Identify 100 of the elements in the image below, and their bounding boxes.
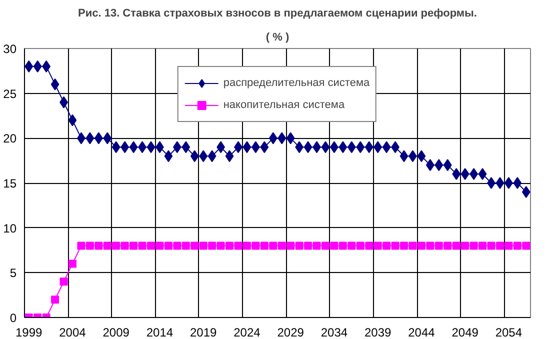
point: [260, 141, 269, 154]
point: [338, 141, 348, 154]
point: [365, 242, 374, 250]
point: [138, 242, 146, 250]
point: [103, 242, 112, 250]
point: [182, 242, 190, 250]
point: [338, 242, 347, 250]
point: [304, 242, 312, 250]
point: [68, 260, 76, 268]
point: [452, 242, 460, 250]
point: [190, 150, 199, 162]
point: [242, 141, 252, 154]
point: [312, 242, 321, 250]
point: [260, 242, 268, 250]
point: [286, 132, 295, 144]
point: [286, 242, 295, 250]
point: [112, 242, 120, 250]
point: [216, 242, 225, 250]
point: [356, 141, 365, 154]
point: [434, 242, 443, 250]
point: [356, 242, 364, 250]
chart-title: Рис. 13. Ставка страховых взносов в предлагаемом сценарии реформы.: [78, 8, 477, 20]
point: [487, 177, 496, 189]
point: [278, 132, 286, 144]
point: [86, 132, 94, 144]
point: [94, 242, 103, 250]
point: [470, 242, 478, 250]
point: [60, 278, 68, 286]
point: [199, 242, 208, 250]
point: [513, 177, 522, 189]
point: [190, 242, 199, 250]
point: [94, 132, 103, 144]
y-tick-label: 5: [10, 266, 17, 280]
point: [129, 141, 138, 154]
legend-label: распределительная система: [223, 76, 370, 90]
point: [400, 242, 408, 250]
point: [225, 150, 234, 162]
x-tick-label: 1999: [16, 326, 43, 339]
point: [68, 114, 77, 126]
x-tick-label: 2024: [234, 326, 261, 339]
point: [496, 242, 504, 250]
point: [164, 150, 173, 162]
point: [252, 242, 260, 250]
point: [208, 242, 216, 250]
point: [156, 242, 164, 250]
point: [347, 141, 356, 154]
point: [321, 242, 330, 250]
point: [164, 242, 172, 250]
x-tick-label: 2009: [102, 326, 130, 339]
point: [522, 186, 530, 198]
point: [504, 242, 513, 250]
point: [103, 132, 112, 144]
chart-subtitle: ( % ): [266, 32, 290, 44]
point: [304, 141, 312, 154]
y-tick-label: 15: [3, 176, 17, 190]
legend-label: накопительная система: [223, 98, 345, 112]
point: [268, 132, 278, 144]
point: [426, 242, 434, 250]
x-tick-label: 2034: [320, 326, 348, 339]
point: [51, 296, 60, 304]
point: [33, 60, 42, 72]
y-tick-label: 10: [3, 221, 17, 236]
point: [330, 242, 338, 250]
y-tick-label: 20: [3, 132, 17, 146]
point: [173, 242, 182, 250]
point: [434, 159, 444, 172]
y-tick-label: 25: [3, 86, 17, 101]
x-tick-label: 2019: [190, 326, 218, 339]
point: [478, 168, 487, 180]
point: [513, 242, 522, 250]
point: [382, 242, 391, 250]
point: [120, 242, 129, 250]
x-tick-label: 2014: [146, 326, 174, 339]
point: [374, 242, 382, 250]
x-tick-label: 2004: [59, 326, 86, 339]
point: [278, 242, 286, 250]
point: [77, 242, 86, 250]
point: [478, 242, 487, 250]
point: [460, 168, 470, 180]
point: [504, 177, 513, 189]
point: [382, 141, 391, 154]
y-tick-label: 30: [3, 42, 17, 56]
point: [348, 242, 356, 250]
point: [226, 242, 234, 250]
point: [417, 242, 426, 250]
point: [400, 150, 408, 162]
point: [147, 242, 155, 250]
point: [487, 242, 496, 250]
point: [234, 242, 242, 250]
point: [24, 60, 34, 72]
point: [112, 141, 120, 154]
point: [443, 159, 452, 172]
point: [130, 242, 138, 250]
x-tick-label: 2044: [408, 326, 436, 339]
point: [199, 150, 208, 162]
point: [364, 141, 374, 154]
point: [452, 168, 461, 180]
point: [86, 242, 94, 250]
point: [461, 242, 470, 250]
point: [208, 150, 216, 162]
